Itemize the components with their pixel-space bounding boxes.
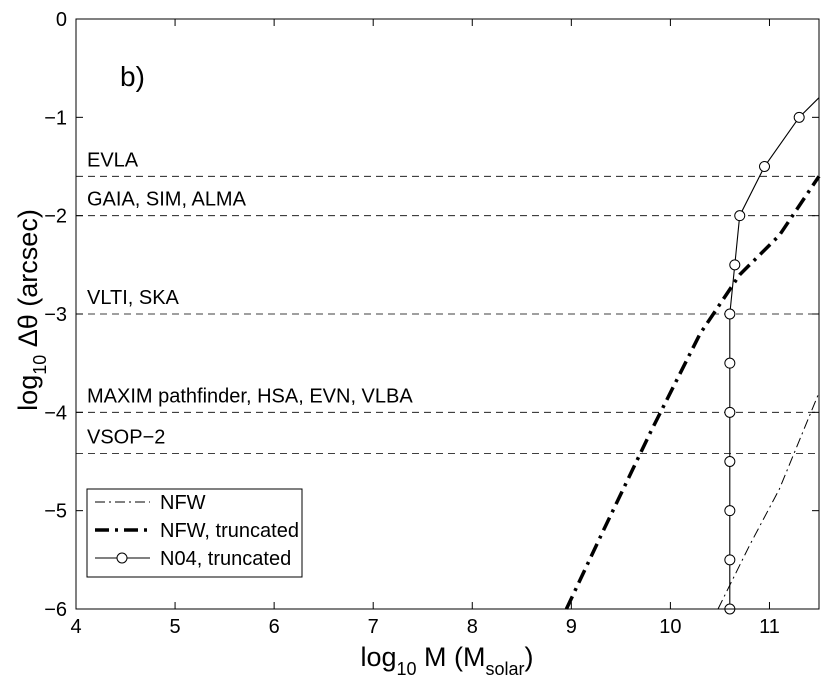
y-tick-label: −2: [44, 206, 67, 228]
legend-label-nfw: NFW: [160, 492, 206, 514]
legend-label-nfw-truncated: NFW, truncated: [160, 520, 299, 542]
x-tick-label: 5: [170, 616, 181, 638]
x-tick-label: 9: [566, 616, 577, 638]
y-tick-label: 0: [56, 9, 67, 31]
y-tick-label: −3: [44, 304, 67, 326]
y-axis-label: log10 Δθ (arcsec): [13, 209, 50, 411]
hline-label-gaia-sim-alma: GAIA, SIM, ALMA: [87, 189, 247, 211]
hline-label-vsop-2: VSOP−2: [87, 427, 165, 449]
x-tick-label: 8: [467, 616, 478, 638]
series-marker: [724, 505, 736, 517]
series-marker: [724, 554, 736, 566]
series-nfw: [717, 392, 820, 610]
x-tick-label: 7: [368, 616, 379, 638]
hline-label-evla: EVLA: [87, 149, 139, 171]
panel-label: b): [120, 61, 145, 92]
series-marker: [724, 308, 736, 320]
series-marker: [734, 210, 746, 222]
series-marker: [724, 357, 736, 369]
legend: NFW NFW, truncated N04, truncated: [86, 488, 303, 578]
y-tick-label: −6: [44, 599, 67, 621]
x-tick-label: 6: [269, 616, 280, 638]
series-marker: [724, 406, 736, 418]
x-tick-label: 10: [659, 616, 681, 638]
x-tick-label: 4: [70, 616, 81, 638]
hline-label-maxim-pathfinder-hsa-evn-vlba: MAXIM pathfinder, HSA, EVN, VLBA: [87, 385, 413, 407]
legend-label-n04-truncated: N04, truncated: [160, 548, 291, 570]
series-marker: [724, 456, 736, 467]
legend-marker: [116, 552, 128, 564]
y-tick-label: −5: [44, 501, 67, 523]
series-marker: [759, 161, 771, 172]
series-marker: [729, 259, 741, 271]
x-tick-label: 11: [759, 616, 780, 638]
series-n04-truncated: [729, 97, 820, 609]
series-marker: [793, 111, 805, 123]
x-axis-label: log10 M (Msolar): [360, 642, 533, 679]
y-tick-label: −4: [44, 402, 67, 424]
y-tick-label: −1: [44, 107, 67, 129]
hline-label-vlti-ska: VLTI, SKA: [87, 287, 180, 309]
